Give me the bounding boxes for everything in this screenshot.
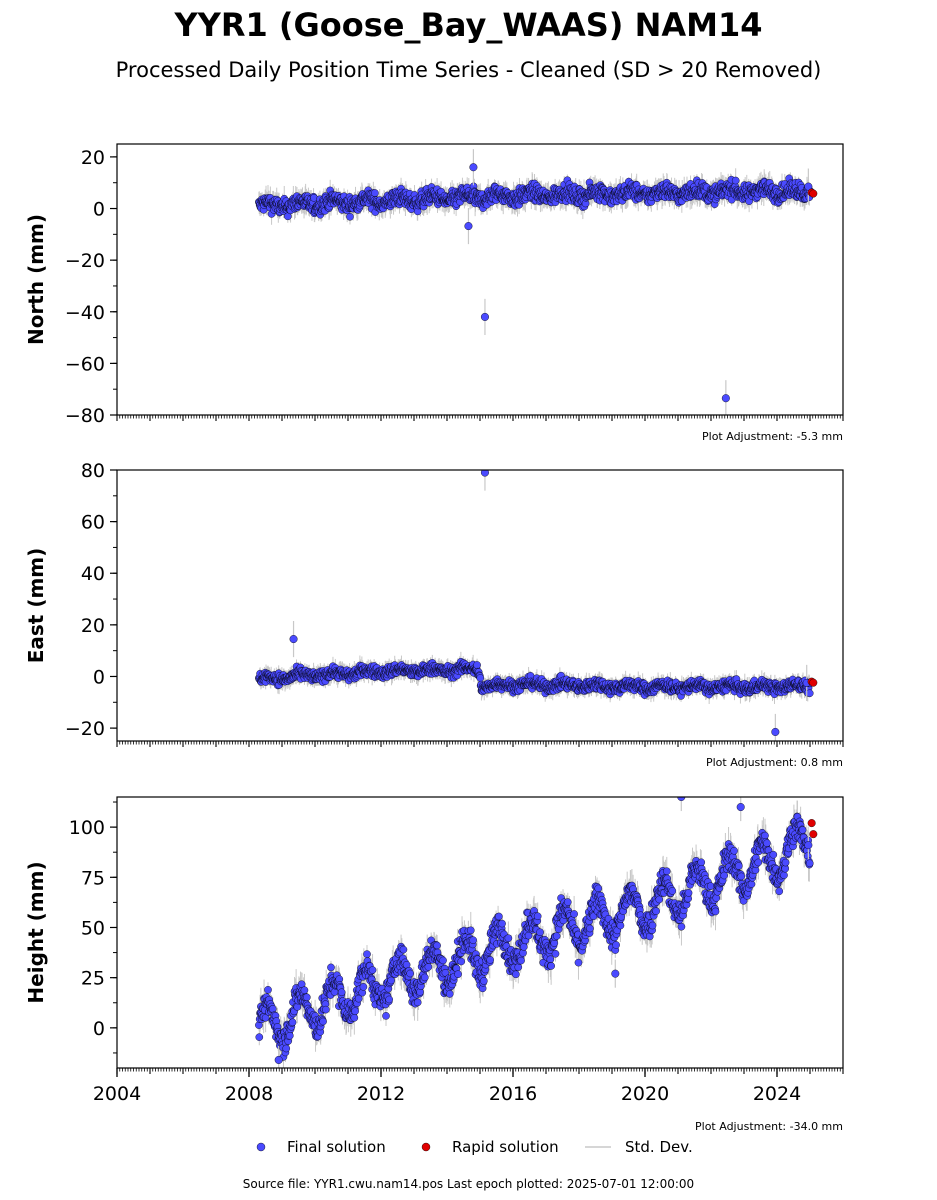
rapid-point <box>809 189 818 198</box>
final-point <box>480 312 489 321</box>
y-tick-label: −20 <box>65 250 105 272</box>
final-points <box>255 657 814 700</box>
final-points <box>255 174 814 221</box>
final-point <box>469 163 478 172</box>
panel-north: 20 0 −20 −40 −60 −80 North (mm) Plot Adjustment… <box>24 143 844 443</box>
y-tick-label: −60 <box>65 353 105 375</box>
y-axis-title: North (mm) <box>24 214 48 345</box>
rapid-series <box>807 188 818 198</box>
final-point <box>721 394 730 403</box>
final-point <box>346 212 354 221</box>
plot-area-east <box>255 470 818 741</box>
y-tick-label: 0 <box>93 199 105 221</box>
final-point <box>731 176 740 185</box>
y-tick-label: −80 <box>65 405 105 427</box>
y-tick-label: −40 <box>65 302 105 324</box>
outlier-series <box>464 149 813 415</box>
y-tick-label: 20 <box>81 147 105 169</box>
plot-area-north <box>255 149 818 415</box>
final-point <box>371 189 379 197</box>
plot-adjustment-note: Plot Adjustment: -5.3 mm <box>702 430 843 443</box>
chart-subtitle: Processed Daily Position Time Series - C… <box>115 58 822 82</box>
chart-title: YYR1 (Goose_Bay_WAAS) NAM14 <box>174 6 763 44</box>
final-point <box>464 222 473 231</box>
